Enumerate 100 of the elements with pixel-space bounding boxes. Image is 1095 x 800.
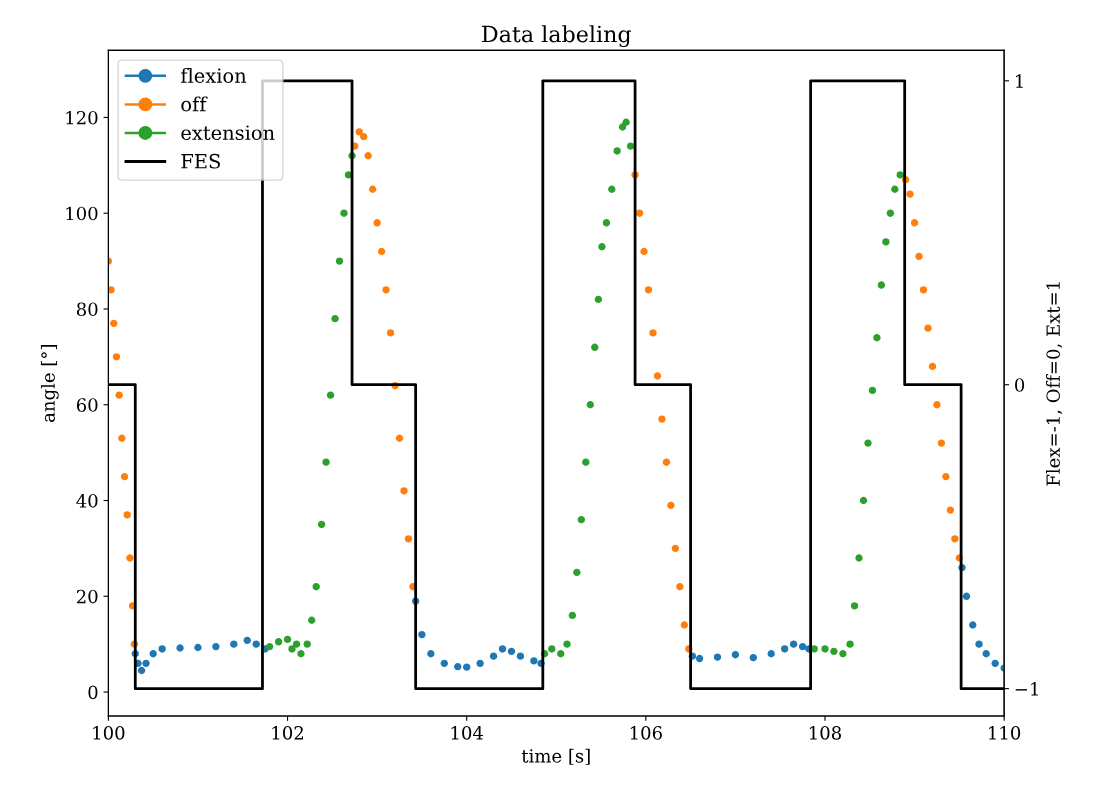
point (586, 401, 594, 409)
point (577, 516, 586, 524)
point (635, 209, 644, 217)
point (780, 645, 789, 653)
point (194, 643, 202, 652)
point (962, 592, 971, 600)
point (924, 324, 932, 332)
point (331, 314, 339, 323)
point (252, 640, 260, 648)
point (123, 511, 131, 519)
point (400, 487, 408, 495)
point (821, 645, 829, 653)
point (440, 659, 448, 667)
point (873, 334, 881, 342)
point (608, 185, 616, 193)
y-axis-title: angle [°] (40, 345, 59, 422)
point (368, 185, 377, 193)
point (112, 353, 121, 361)
point (115, 391, 123, 399)
chart-title: Data labeling (482, 25, 631, 47)
point (906, 190, 914, 198)
point (395, 434, 404, 442)
y2-tick-label: −1 (1015, 682, 1038, 696)
x-tick-label: 102 (272, 726, 304, 740)
point (530, 657, 538, 665)
point (928, 362, 937, 371)
point (126, 554, 134, 562)
point (680, 621, 689, 629)
point (933, 401, 941, 409)
y-tick-label: 20 (76, 589, 98, 604)
x-axis-title: time [s] (521, 748, 590, 765)
point (789, 640, 798, 648)
point (118, 434, 126, 442)
point (149, 650, 157, 658)
point (322, 458, 330, 466)
point (896, 171, 904, 179)
point (839, 650, 847, 658)
point (882, 238, 890, 246)
point (942, 472, 950, 481)
point (644, 286, 653, 294)
legend-label: flexion (181, 67, 247, 83)
point (653, 372, 662, 380)
point (382, 286, 390, 294)
point (658, 415, 666, 423)
point (427, 650, 435, 658)
point (230, 640, 238, 648)
point (312, 583, 320, 591)
point (582, 458, 590, 466)
point (598, 243, 606, 251)
y2-axis-title: Flex=-1, Off=0, Ext=1 (1046, 282, 1063, 486)
point (695, 654, 704, 663)
legend-label: FES (181, 153, 220, 169)
legend-label: extension (181, 125, 275, 141)
point (591, 343, 599, 351)
point (676, 583, 684, 591)
point (915, 252, 923, 260)
point (326, 391, 335, 399)
point (340, 209, 348, 217)
point (568, 611, 577, 620)
point (297, 650, 305, 658)
point (265, 642, 274, 651)
point (850, 602, 859, 610)
point (137, 666, 146, 675)
point (158, 645, 166, 653)
point (476, 659, 484, 667)
y-tick-label: 80 (76, 302, 98, 317)
legend-label: off (181, 96, 208, 112)
point (937, 439, 946, 447)
point (622, 118, 630, 126)
point (108, 286, 115, 294)
point (274, 638, 283, 646)
y-tick-label: 40 (76, 493, 98, 508)
point (602, 219, 611, 227)
point (671, 544, 680, 553)
point (613, 147, 621, 155)
point (891, 185, 899, 193)
point (798, 642, 807, 651)
point (991, 659, 999, 667)
y2-tick-label: 1 (1016, 74, 1023, 88)
point (855, 554, 863, 562)
point (303, 640, 311, 648)
point (946, 506, 955, 514)
point (573, 568, 581, 577)
point (516, 652, 525, 660)
point (548, 645, 556, 653)
x-tick-label: 108 (809, 726, 841, 740)
point (142, 659, 150, 667)
point (364, 152, 372, 160)
point (463, 663, 471, 671)
point (731, 651, 740, 659)
x-tick-label: 100 (93, 726, 125, 740)
point (649, 329, 657, 337)
point (982, 650, 990, 658)
point (830, 647, 838, 656)
point (288, 645, 296, 653)
point (557, 650, 565, 658)
point (969, 621, 977, 629)
point (377, 247, 386, 256)
point (176, 644, 184, 652)
point (767, 650, 775, 658)
